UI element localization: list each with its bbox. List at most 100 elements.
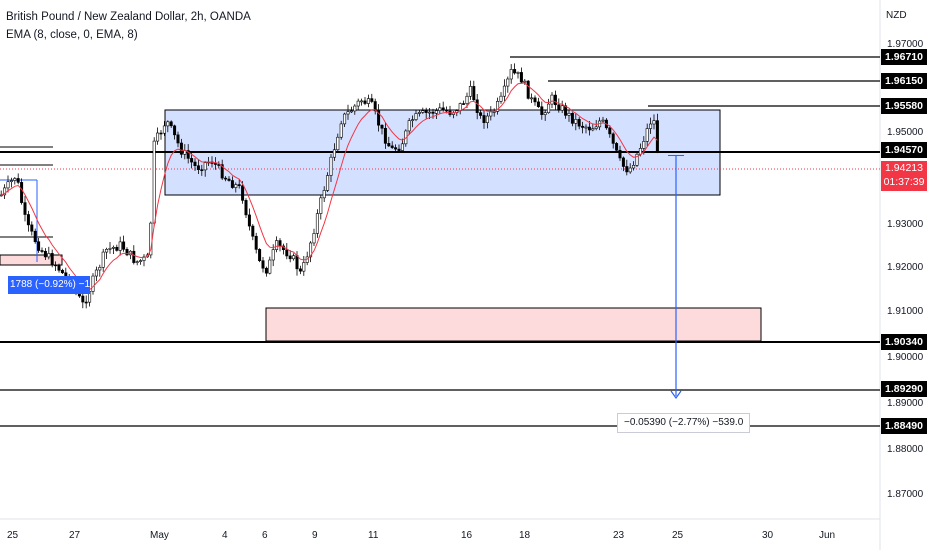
price-tag-195580: 1.95580 [881, 98, 927, 114]
candle-body [254, 235, 258, 250]
left-support-zone[interactable] [0, 254, 63, 266]
candle-body [241, 185, 245, 201]
candle-body [570, 112, 574, 124]
candle-body [434, 110, 438, 114]
candle-body [370, 98, 374, 102]
candle-body [390, 145, 394, 148]
candle-body [91, 275, 95, 292]
candle-body [482, 115, 486, 123]
candle-body [632, 164, 636, 169]
candle-body [445, 109, 449, 112]
candle-body [26, 214, 30, 226]
time-tick: 4 [222, 530, 228, 541]
candle-body [132, 250, 136, 263]
candle-body [353, 105, 357, 112]
candle-body [118, 241, 122, 251]
candle-body [543, 112, 547, 115]
candle-body [594, 126, 598, 129]
candle-body [479, 112, 483, 116]
candle-body [54, 264, 58, 267]
candle-body [47, 253, 51, 258]
candle-body [213, 163, 217, 165]
price-tick: 1.93000 [887, 219, 924, 230]
candle-body [428, 111, 432, 114]
candle-body [400, 143, 404, 151]
candle-body [587, 126, 591, 131]
candle-body [536, 101, 540, 108]
candle-body [159, 132, 163, 135]
candle-body [349, 110, 353, 113]
indicator-legend[interactable]: EMA (8, close, 0, EMA, 8) [6, 29, 138, 41]
candle-body [502, 85, 506, 97]
candle-body [162, 125, 166, 134]
candle-body [475, 99, 479, 113]
current-price-tag: 1.94213 01:37:39 [881, 161, 927, 191]
time-tick: 23 [613, 530, 625, 541]
candle-body [462, 103, 466, 105]
candle-body [557, 104, 561, 111]
candle-body [628, 167, 632, 173]
candle-body [176, 134, 180, 144]
measure-tool[interactable] [668, 155, 684, 400]
price-tick: 1.89000 [887, 398, 924, 409]
candle-body [40, 250, 44, 252]
candle-body [288, 255, 292, 260]
candle-body [553, 94, 557, 106]
candle-body [108, 247, 112, 250]
candle-body [465, 95, 469, 104]
candle-body [312, 233, 316, 244]
candle-body [346, 111, 350, 115]
candle-body [186, 150, 190, 159]
candle-body [496, 101, 500, 112]
candle-body [421, 110, 425, 113]
left-measure-label[interactable]: 1788 (−0.92%) −178.8 [8, 276, 90, 294]
candle-body [652, 120, 656, 125]
candle-body [441, 107, 445, 111]
candle-body [526, 80, 530, 99]
candle-body [560, 105, 564, 111]
candle-body [115, 246, 119, 251]
candle-body [567, 112, 571, 116]
candle-body [550, 94, 554, 105]
candle-body [625, 166, 629, 173]
candle-body [3, 187, 7, 196]
candle-body [152, 140, 156, 224]
candle-body [591, 128, 595, 131]
candle-body [621, 157, 625, 167]
candle-body [298, 268, 302, 272]
candle-body [295, 255, 299, 270]
candle-body [377, 110, 381, 126]
candle-body [387, 143, 391, 147]
candle-body [509, 69, 513, 80]
candle-body [57, 265, 61, 271]
horizontal-levels[interactable] [0, 56, 880, 427]
candle-body [258, 249, 262, 262]
candle-body [489, 111, 493, 117]
price-tag-194570: 1.94570 [881, 142, 927, 158]
candlestick-series [0, 63, 659, 309]
candle-body [519, 72, 523, 83]
time-tick: 18 [519, 530, 531, 541]
candle-body [581, 125, 585, 128]
candle-body [302, 262, 306, 272]
candle-body [649, 123, 653, 129]
support-zone[interactable] [265, 307, 762, 342]
candle-body [23, 202, 27, 215]
measure-result-label[interactable]: −0.05390 (−2.77%) −539.0 [617, 413, 751, 433]
candle-body [615, 143, 619, 151]
price-tag-196150: 1.96150 [881, 73, 927, 89]
candle-body [523, 80, 527, 83]
candle-body [6, 181, 10, 189]
price-tick: 1.92000 [887, 262, 924, 273]
time-tick: 9 [312, 530, 318, 541]
candle-body [261, 260, 265, 269]
candle-body [173, 125, 177, 136]
candle-body [611, 133, 615, 144]
candle-body [227, 178, 231, 181]
candle-body [190, 158, 194, 163]
candle-body [516, 72, 520, 74]
candle-body [30, 224, 34, 232]
time-axis: 25 27 May 4 6 9 11 16 18 23 25 30 Jun [7, 530, 835, 541]
candle-body [278, 240, 282, 247]
